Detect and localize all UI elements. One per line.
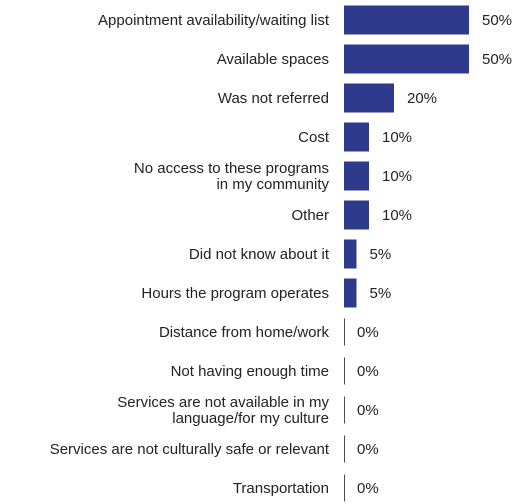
bar	[344, 83, 394, 113]
value-label: 50%	[482, 51, 512, 68]
category-label-line: Was not referred	[218, 90, 329, 107]
category-label-line: Services are not culturally safe or rele…	[50, 441, 330, 458]
bar	[344, 5, 469, 35]
value-label: 0%	[357, 480, 379, 497]
category-label-line: Did not know about it	[189, 246, 330, 263]
category-label-line: Appointment availability/waiting list	[98, 12, 330, 29]
category-label-line: language/for my culture	[172, 410, 329, 427]
category-labels-layer: Appointment availability/waiting list Ava…	[50, 12, 330, 497]
value-label: 10%	[382, 129, 412, 146]
category-label: Transportation	[233, 480, 329, 497]
value-label: 50%	[482, 12, 512, 29]
category-label-line: Other	[291, 207, 329, 224]
bar	[344, 239, 357, 269]
category-label: Distance from home/work	[159, 324, 330, 341]
category-label: Other	[291, 207, 329, 224]
category-label-line: Available spaces	[217, 51, 329, 68]
bar	[344, 44, 469, 74]
bar	[344, 278, 357, 308]
category-label-line: Hours the program operates	[141, 285, 329, 302]
bars-layer	[344, 5, 469, 502]
category-label: Not having enough time	[171, 363, 329, 380]
category-label: Was not referred	[218, 90, 329, 107]
bar	[344, 122, 369, 152]
category-label: Services are not available in my language…	[117, 394, 329, 427]
value-label: 5%	[370, 285, 392, 302]
category-label: Appointment availability/waiting list	[98, 12, 330, 29]
bar	[344, 161, 369, 191]
bar	[344, 200, 369, 230]
value-label: 0%	[357, 402, 379, 419]
category-label: Cost	[298, 129, 330, 146]
category-label: No access to these programs in my communi…	[134, 160, 330, 193]
category-label-line: Cost	[298, 129, 330, 146]
category-label-line: No access to these programs	[134, 160, 329, 177]
category-label-line: Distance from home/work	[159, 324, 330, 341]
value-label: 0%	[357, 324, 379, 341]
category-label-line: Services are not available in my	[117, 394, 329, 411]
category-label: Available spaces	[217, 51, 329, 68]
category-label: Did not know about it	[189, 246, 330, 263]
category-label-line: Transportation	[233, 480, 329, 497]
category-label: Services are not culturally safe or rele…	[50, 441, 330, 458]
value-label: 5%	[370, 246, 392, 263]
category-label-line: in my community	[216, 176, 329, 193]
value-label: 10%	[382, 168, 412, 185]
value-label: 0%	[357, 363, 379, 380]
value-label: 20%	[407, 90, 437, 107]
value-labels-layer: 50% 50% 20% 10% 10% 10% 5% 5% 0% 0% 0% 0% 0%	[357, 12, 512, 497]
value-label: 0%	[357, 441, 379, 458]
category-label-line: Not having enough time	[171, 363, 329, 380]
category-label: Hours the program operates	[141, 285, 329, 302]
value-label: 10%	[382, 207, 412, 224]
